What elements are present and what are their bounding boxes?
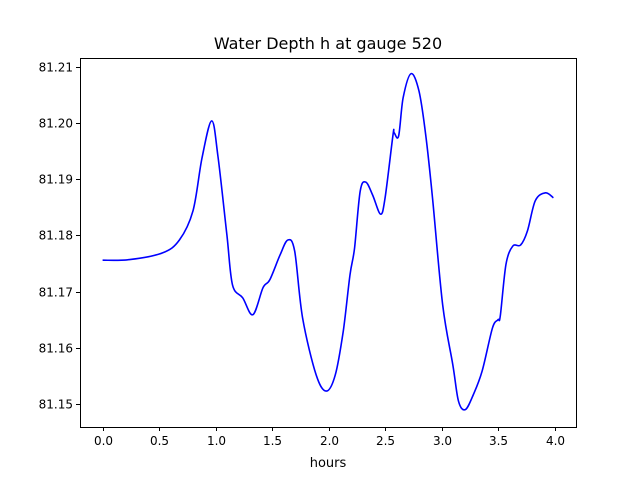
y-tick-label: 81.15 [39,398,73,412]
series-line-h [102,72,554,411]
y-tick-label: 81.16 [39,342,73,356]
x-tick-label: 0.5 [150,434,169,448]
x-tick-label: 0.0 [94,434,113,448]
y-tick-label: 81.21 [39,61,73,75]
x-tick-label: 3.0 [433,434,452,448]
x-tick-label: 2.5 [376,434,395,448]
x-tick-label: 4.0 [546,434,565,448]
y-tick-label: 81.20 [39,117,73,131]
y-tick-label: 81.18 [39,229,73,243]
x-tick-label: 1.5 [263,434,282,448]
x-tick-label: 1.0 [207,434,226,448]
chart-title: Water Depth h at gauge 520 [214,34,442,53]
y-tick-label: 81.19 [39,173,73,187]
x-axis-label: hours [310,456,347,471]
y-tick-label: 81.17 [39,286,73,300]
plot-frame [80,58,577,428]
x-tick-label: 3.5 [489,434,508,448]
x-tick-label: 2.0 [320,434,339,448]
